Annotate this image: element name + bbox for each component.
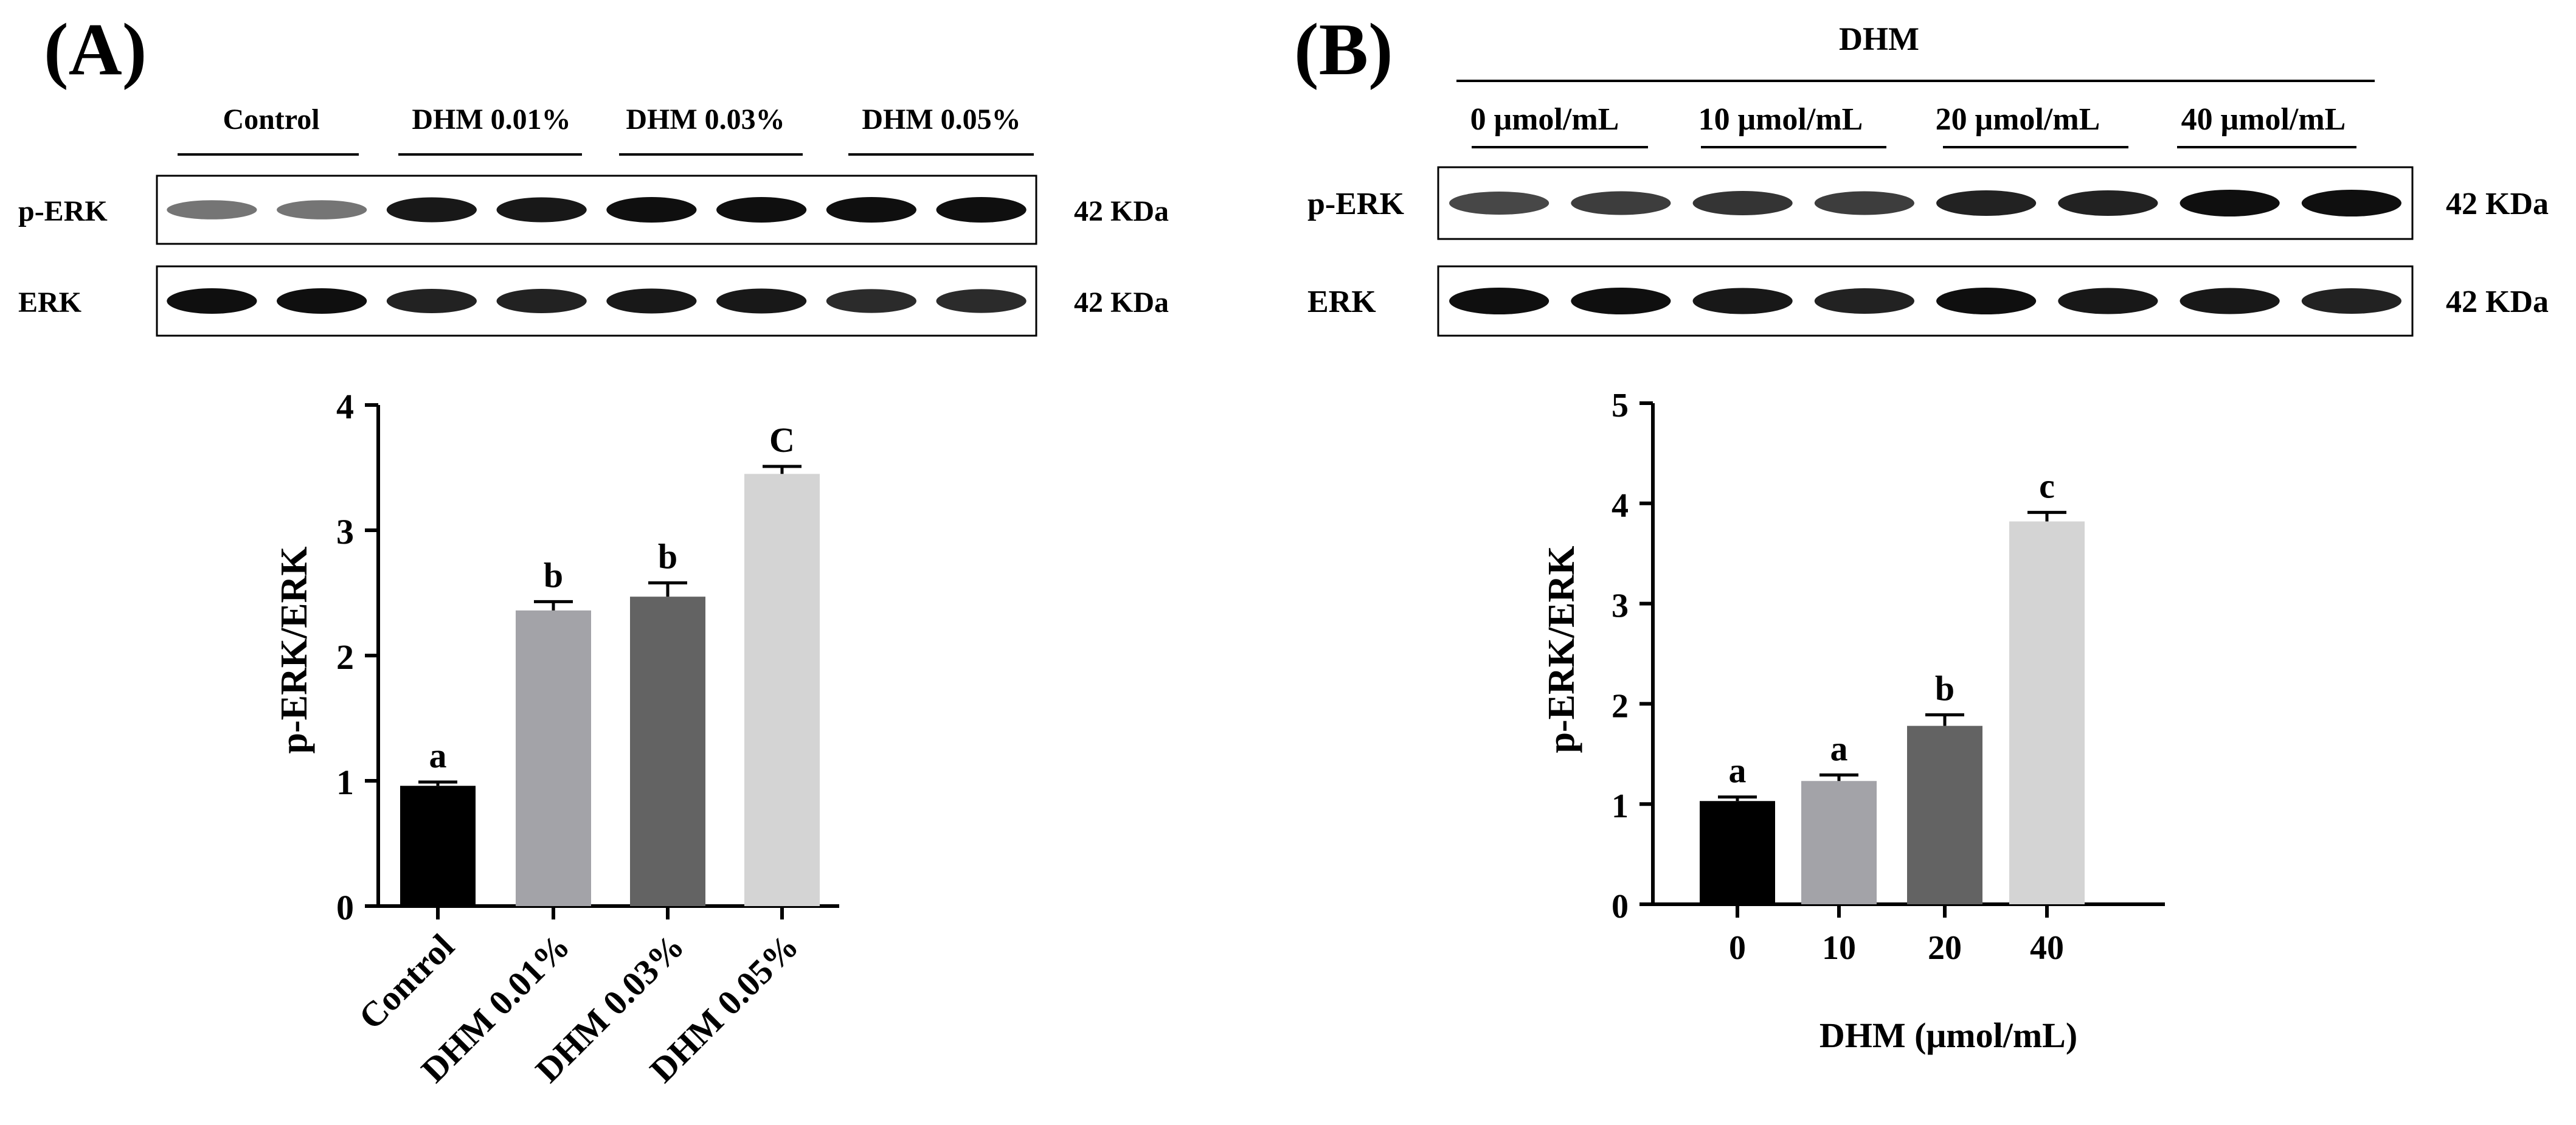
blot-band [2180, 190, 2280, 216]
significance-label: a [1729, 751, 1747, 791]
y-tick-label: 4 [1612, 487, 1629, 525]
blot-band [606, 288, 697, 314]
blot-band [1936, 288, 2037, 314]
significance-label: b [1935, 669, 1955, 708]
blot-band [936, 197, 1027, 223]
significance-label: b [544, 555, 563, 595]
western-blot-panel-b: DHM 0 μmol/mL 10 μmol/mL 20 μmol/mL 40 μmol… [1307, 21, 2549, 337]
blot-band [1449, 191, 1549, 215]
blot-b-header: DHM [1839, 21, 1919, 57]
panel-a-label: (A) [44, 9, 147, 91]
blot-band [2058, 288, 2158, 314]
blot-band [826, 289, 916, 313]
blot-band [1936, 190, 2037, 216]
blot-row-name: p-ERK [1307, 187, 1404, 221]
significance-label: b [658, 537, 677, 576]
y-tick-label: 0 [1612, 888, 1629, 926]
blot-band [167, 288, 257, 314]
blot-group-label: 20 μmol/mL [1936, 102, 2100, 137]
blot-size-label: 42 KDa [2446, 285, 2549, 319]
bar-chart-panel-b: p-ERK/ERK DHM (μmol/mL) 0 1 2 3 4 5 a 0 a 10 b 20 c 4… [1541, 387, 2165, 1055]
blot-group-label: DHM 0.03% [626, 103, 784, 136]
x-tick-label: Control [351, 926, 462, 1037]
y-tick-label: 2 [336, 637, 354, 677]
blot-band [2301, 190, 2401, 216]
bar [516, 610, 591, 906]
bar [1700, 801, 1775, 904]
y-tick-label: 4 [336, 387, 354, 426]
x-tick-label: 20 [1928, 929, 1962, 967]
blot-band [1571, 191, 1671, 215]
blot-row-name: p-ERK [18, 195, 108, 227]
chart-b-xlabel: DHM (μmol/mL) [1819, 1016, 2077, 1055]
blot-row-name: ERK [1307, 285, 1376, 319]
blot-size-label: 42 KDa [2446, 187, 2549, 221]
y-tick-label: 5 [1612, 387, 1629, 424]
bar [630, 597, 705, 906]
blot-band [2301, 288, 2401, 314]
blot-group-label: 40 μmol/mL [2181, 102, 2346, 137]
bar [400, 786, 476, 906]
blot-size-label: 42 KDa [1074, 286, 1169, 319]
blot-band [496, 288, 587, 314]
blot-band [826, 197, 916, 223]
blot-group-label: 10 μmol/mL [1698, 102, 1863, 137]
y-tick-label: 1 [1612, 788, 1629, 825]
blot-group-label: Control [223, 103, 319, 136]
blot-band [1814, 288, 1914, 314]
blot-band [386, 288, 477, 314]
blot-band [1449, 288, 1549, 314]
blot-band [2180, 288, 2280, 314]
blot-band [277, 288, 367, 314]
y-tick-label: 2 [1612, 687, 1629, 725]
blot-band [2058, 190, 2158, 216]
bar [1801, 781, 1877, 904]
x-tick-label: 10 [1822, 929, 1856, 967]
significance-label: a [429, 736, 447, 775]
blot-group-label: DHM 0.01% [412, 103, 570, 136]
x-tick-label: 40 [2030, 929, 2064, 967]
y-tick-label: 3 [336, 512, 354, 552]
blot-band [1814, 191, 1914, 215]
bar [1907, 725, 1982, 904]
blot-band [386, 197, 477, 223]
blot-size-label: 42 KDa [1074, 195, 1169, 227]
chart-b-ylabel: p-ERK/ERK [1541, 545, 1582, 753]
blot-band [716, 197, 807, 223]
bar [744, 474, 820, 906]
blot-group-label: DHM 0.05% [862, 103, 1020, 136]
blot-band [167, 200, 257, 220]
blot-band [936, 289, 1027, 313]
y-tick-label: 3 [1612, 587, 1629, 625]
blot-band [606, 197, 697, 223]
significance-label: c [2039, 466, 2055, 506]
blot-band [277, 200, 367, 220]
blot-group-label: 0 μmol/mL [1470, 102, 1619, 137]
x-tick-label: 0 [1729, 929, 1746, 967]
y-tick-label: 0 [336, 888, 354, 927]
blot-band [1692, 190, 1793, 216]
y-tick-label: 1 [336, 763, 354, 802]
blot-row-name: ERK [18, 286, 81, 319]
blot-band [716, 288, 807, 314]
western-blot-panel-a: Control DHM 0.01% DHM 0.03% DHM 0.05% p-ERK 4… [18, 103, 1169, 337]
panel-b-label: (B) [1294, 9, 1393, 91]
bar [2009, 521, 2085, 904]
blot-band [1571, 288, 1671, 314]
significance-label: C [769, 420, 795, 460]
blot-band [1692, 288, 1793, 314]
chart-a-ylabel: p-ERK/ERK [274, 546, 315, 753]
significance-label: a [1830, 729, 1848, 768]
blot-band [496, 197, 587, 223]
